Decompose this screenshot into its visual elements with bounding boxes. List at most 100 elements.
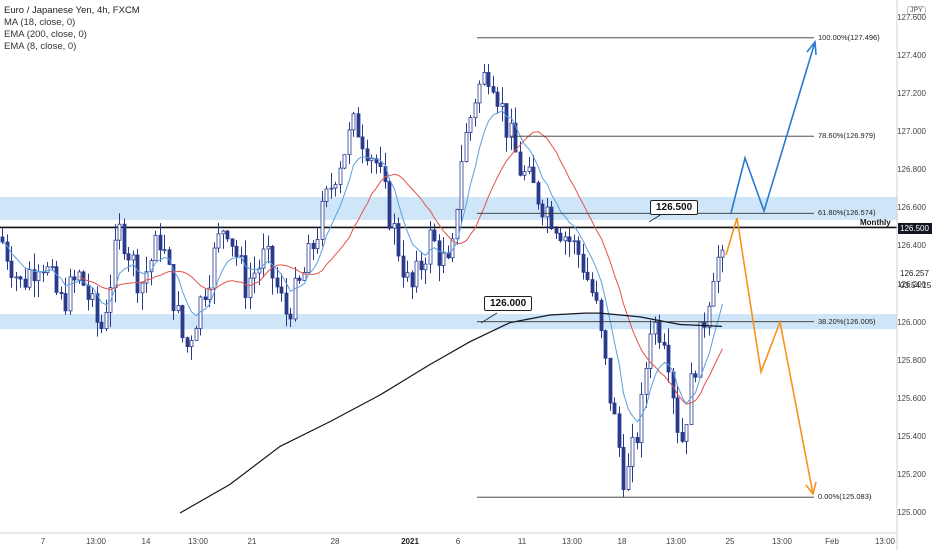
candle-body <box>149 260 154 273</box>
candle-body <box>329 187 334 190</box>
price-tick: 125.200 <box>897 469 926 479</box>
callout-lower[interactable]: 126.000 <box>484 296 533 311</box>
candle-body <box>90 293 95 300</box>
fib-label-3: 38.20%(126.005) <box>818 316 876 326</box>
candle-body <box>54 266 59 293</box>
time-tick: 13:00 <box>771 537 793 546</box>
candle-body <box>477 83 482 104</box>
candle-body <box>482 72 487 85</box>
candle-body <box>554 228 559 234</box>
candle-body <box>599 299 604 332</box>
candle-body <box>117 223 122 241</box>
candle-body <box>405 272 410 278</box>
fib-label-4: 0.00%(125.083) <box>818 492 872 502</box>
candle-body <box>113 239 118 289</box>
price-tick: 126.200 <box>897 279 926 289</box>
candle-body <box>603 330 608 359</box>
candle-body <box>275 277 280 288</box>
monthly-label: Monthly <box>860 218 891 227</box>
candle-body <box>63 293 68 312</box>
time-tick: 13:00 <box>561 537 583 546</box>
candle-body <box>419 260 424 271</box>
candle-body <box>666 344 671 373</box>
candle-body <box>698 321 703 378</box>
candle-body <box>536 182 541 205</box>
price-tick: 127.600 <box>897 13 926 22</box>
indicator-ema8[interactable]: EMA (8, close, 0) <box>4 41 77 52</box>
candle-body <box>500 103 505 107</box>
candle-body <box>144 271 149 284</box>
candle-body <box>140 282 145 294</box>
price-tick: 127.400 <box>897 51 926 61</box>
time-tick: 2021 <box>401 537 419 546</box>
candle-body <box>158 234 163 251</box>
candle-body <box>86 284 91 300</box>
candle-body <box>581 253 586 273</box>
candle-body <box>437 240 442 266</box>
candle-body <box>306 243 311 273</box>
candle-body <box>549 206 554 230</box>
candle-body <box>5 241 10 262</box>
candle-body <box>585 271 590 280</box>
candle-body <box>531 166 536 184</box>
candle-body <box>203 296 208 301</box>
candle-body <box>423 263 428 271</box>
price-tick: 126.800 <box>897 165 926 175</box>
candle-body <box>279 286 284 294</box>
candle-body <box>212 247 217 289</box>
candle-body <box>495 91 500 107</box>
candle-body <box>356 113 361 138</box>
candle-body <box>9 260 14 278</box>
candle-body <box>167 249 172 265</box>
callout-upper[interactable]: 126.500 <box>650 200 699 215</box>
candle-body <box>504 103 509 138</box>
ma18-line <box>79 131 723 405</box>
candle-body <box>23 278 28 288</box>
time-tick: 28 <box>330 537 340 546</box>
currency-badge[interactable]: JPY <box>907 6 926 15</box>
price-line-tag: 126.500 <box>898 223 932 234</box>
candle-body <box>0 236 5 243</box>
time-tick: 13:00 <box>85 537 107 546</box>
callout-lower-pointer <box>480 312 498 324</box>
candle-body <box>351 113 356 131</box>
candle-body <box>396 223 401 257</box>
time-tick: 18 <box>617 537 627 546</box>
candle-body <box>387 181 392 229</box>
candle-body <box>126 253 131 261</box>
candle-body <box>311 243 316 250</box>
candle-body <box>558 232 563 242</box>
time-tick: 14 <box>141 537 151 546</box>
candle-body <box>131 254 136 261</box>
candle-body <box>657 321 662 343</box>
indicator-ema200[interactable]: EMA (200, close, 0) <box>4 29 87 40</box>
candle-body <box>369 158 374 162</box>
candle-body <box>324 188 329 202</box>
candle-body <box>711 280 716 307</box>
fib-label-0: 100.00%(127.496) <box>818 32 880 42</box>
price-tick: 125.600 <box>897 393 926 403</box>
candle-body <box>522 171 527 176</box>
candle-body <box>572 240 577 243</box>
candle-body <box>684 424 689 442</box>
fib-label-1: 78.60%(126.979) <box>818 131 876 141</box>
indicator-ma18[interactable]: MA (18, close, 0) <box>4 17 76 28</box>
sr-zone-1 <box>0 314 897 330</box>
fib-label-2: 61.80%(126.574) <box>818 208 876 218</box>
candle-body <box>567 236 572 243</box>
candle-body <box>414 260 419 288</box>
price-tick: 125.000 <box>897 508 926 517</box>
time-tick: 13:00 <box>187 537 209 546</box>
candle-body <box>342 154 347 169</box>
price-tick: 125.800 <box>897 355 926 365</box>
candle-body <box>576 240 581 255</box>
candle-body <box>45 266 50 273</box>
price-tick: 126.600 <box>897 203 926 213</box>
candle-body <box>239 255 244 258</box>
bullish-arrowhead <box>806 39 817 56</box>
candle-body <box>194 328 199 341</box>
candle-body <box>338 167 343 185</box>
candle-body <box>639 393 644 444</box>
price-tick: 126.000 <box>897 317 926 327</box>
